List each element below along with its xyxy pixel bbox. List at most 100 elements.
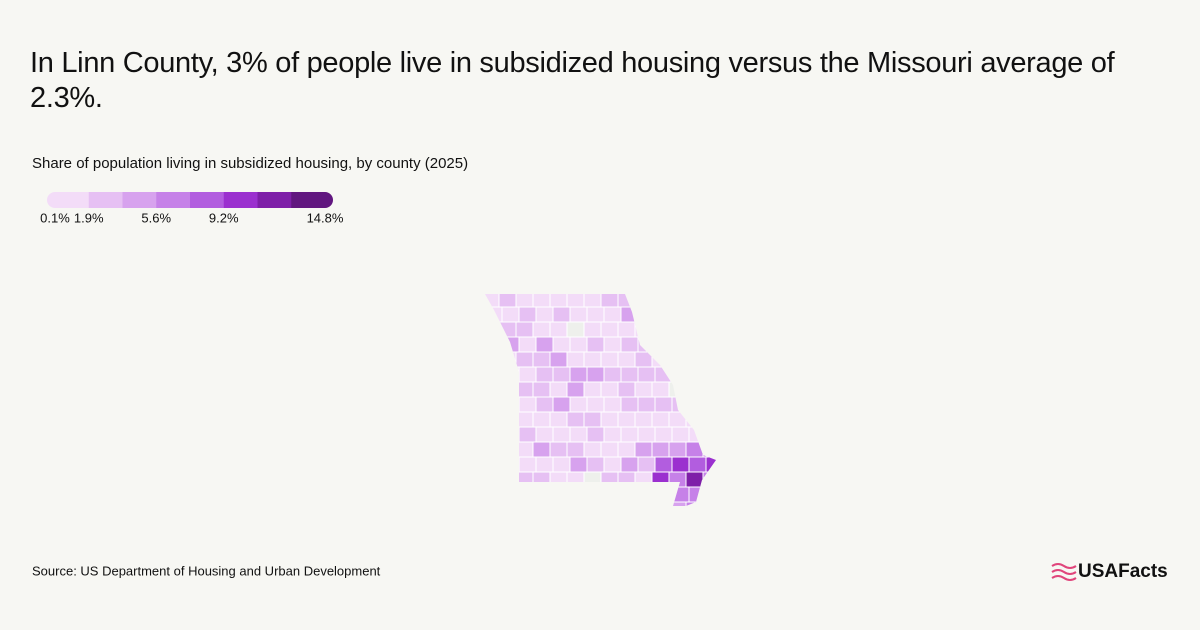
county	[535, 366, 554, 383]
county	[617, 351, 636, 368]
legend-swatch	[55, 192, 90, 208]
county	[688, 456, 707, 473]
county	[603, 336, 622, 353]
county	[637, 366, 656, 383]
county	[515, 294, 534, 308]
county	[532, 351, 551, 368]
county	[549, 294, 568, 308]
county	[569, 396, 588, 413]
county	[617, 381, 636, 398]
county	[501, 306, 520, 323]
legend-swatch	[156, 192, 191, 208]
county	[586, 306, 605, 323]
county	[498, 294, 517, 308]
county	[518, 426, 537, 443]
county	[518, 366, 537, 383]
county	[515, 351, 534, 368]
county	[552, 456, 571, 473]
county	[549, 381, 568, 398]
county	[651, 411, 670, 428]
county	[634, 411, 653, 428]
county	[532, 411, 551, 428]
legend-label: 5.6%	[141, 210, 171, 225]
county	[583, 321, 602, 338]
county	[552, 336, 571, 353]
county	[586, 396, 605, 413]
legend-label: 0.1%	[40, 210, 70, 225]
county	[637, 456, 656, 473]
legend-label: 9.2%	[209, 210, 239, 225]
county	[532, 441, 551, 458]
county	[549, 441, 568, 458]
county	[566, 294, 585, 308]
county	[600, 321, 619, 338]
county	[620, 396, 639, 413]
county	[603, 456, 622, 473]
county	[671, 426, 690, 443]
county	[603, 426, 622, 443]
county	[620, 456, 639, 473]
legend-label: 1.9%	[74, 210, 104, 225]
logo: USAFacts	[1051, 561, 1168, 582]
county	[518, 336, 537, 353]
county	[535, 426, 554, 443]
county	[566, 441, 585, 458]
county	[620, 426, 639, 443]
county	[532, 321, 551, 338]
county	[566, 321, 585, 338]
county	[620, 366, 639, 383]
county	[600, 441, 619, 458]
county	[685, 471, 704, 488]
county	[654, 426, 673, 443]
county	[600, 381, 619, 398]
legend-swatch	[291, 192, 326, 208]
county	[651, 381, 670, 398]
county	[600, 294, 619, 308]
legend-swatch	[223, 192, 258, 208]
county	[634, 381, 653, 398]
county	[569, 366, 588, 383]
county	[668, 501, 687, 506]
logo-text: USAFacts	[1078, 561, 1168, 582]
county	[583, 441, 602, 458]
legend-cap	[47, 192, 63, 208]
county	[654, 456, 673, 473]
county	[569, 456, 588, 473]
legend-swatch	[257, 192, 292, 208]
title-box: In Linn County, 3% of people live in sub…	[30, 47, 1115, 114]
county	[535, 396, 554, 413]
legend-swatch	[88, 192, 123, 208]
logo-icon	[1051, 563, 1077, 581]
title: In Linn County, 3% of people live in sub…	[30, 47, 1115, 114]
county	[617, 441, 636, 458]
county	[535, 336, 554, 353]
legend-swatch	[190, 192, 225, 208]
county	[515, 321, 534, 338]
county	[586, 366, 605, 383]
county	[654, 396, 673, 413]
legend-cap	[317, 192, 333, 208]
county	[535, 456, 554, 473]
county	[600, 351, 619, 368]
county	[668, 441, 687, 458]
legend-swatch	[122, 192, 157, 208]
county	[552, 396, 571, 413]
county	[569, 306, 588, 323]
county	[637, 396, 656, 413]
county	[617, 321, 636, 338]
county	[603, 396, 622, 413]
county	[549, 321, 568, 338]
county	[634, 441, 653, 458]
county	[620, 336, 639, 353]
legend-label: 14.8%	[307, 210, 344, 225]
county	[552, 366, 571, 383]
county	[518, 306, 537, 323]
county	[586, 336, 605, 353]
county	[569, 336, 588, 353]
county	[586, 426, 605, 443]
county	[518, 396, 537, 413]
county	[535, 306, 554, 323]
county	[549, 351, 568, 368]
county	[532, 381, 551, 398]
